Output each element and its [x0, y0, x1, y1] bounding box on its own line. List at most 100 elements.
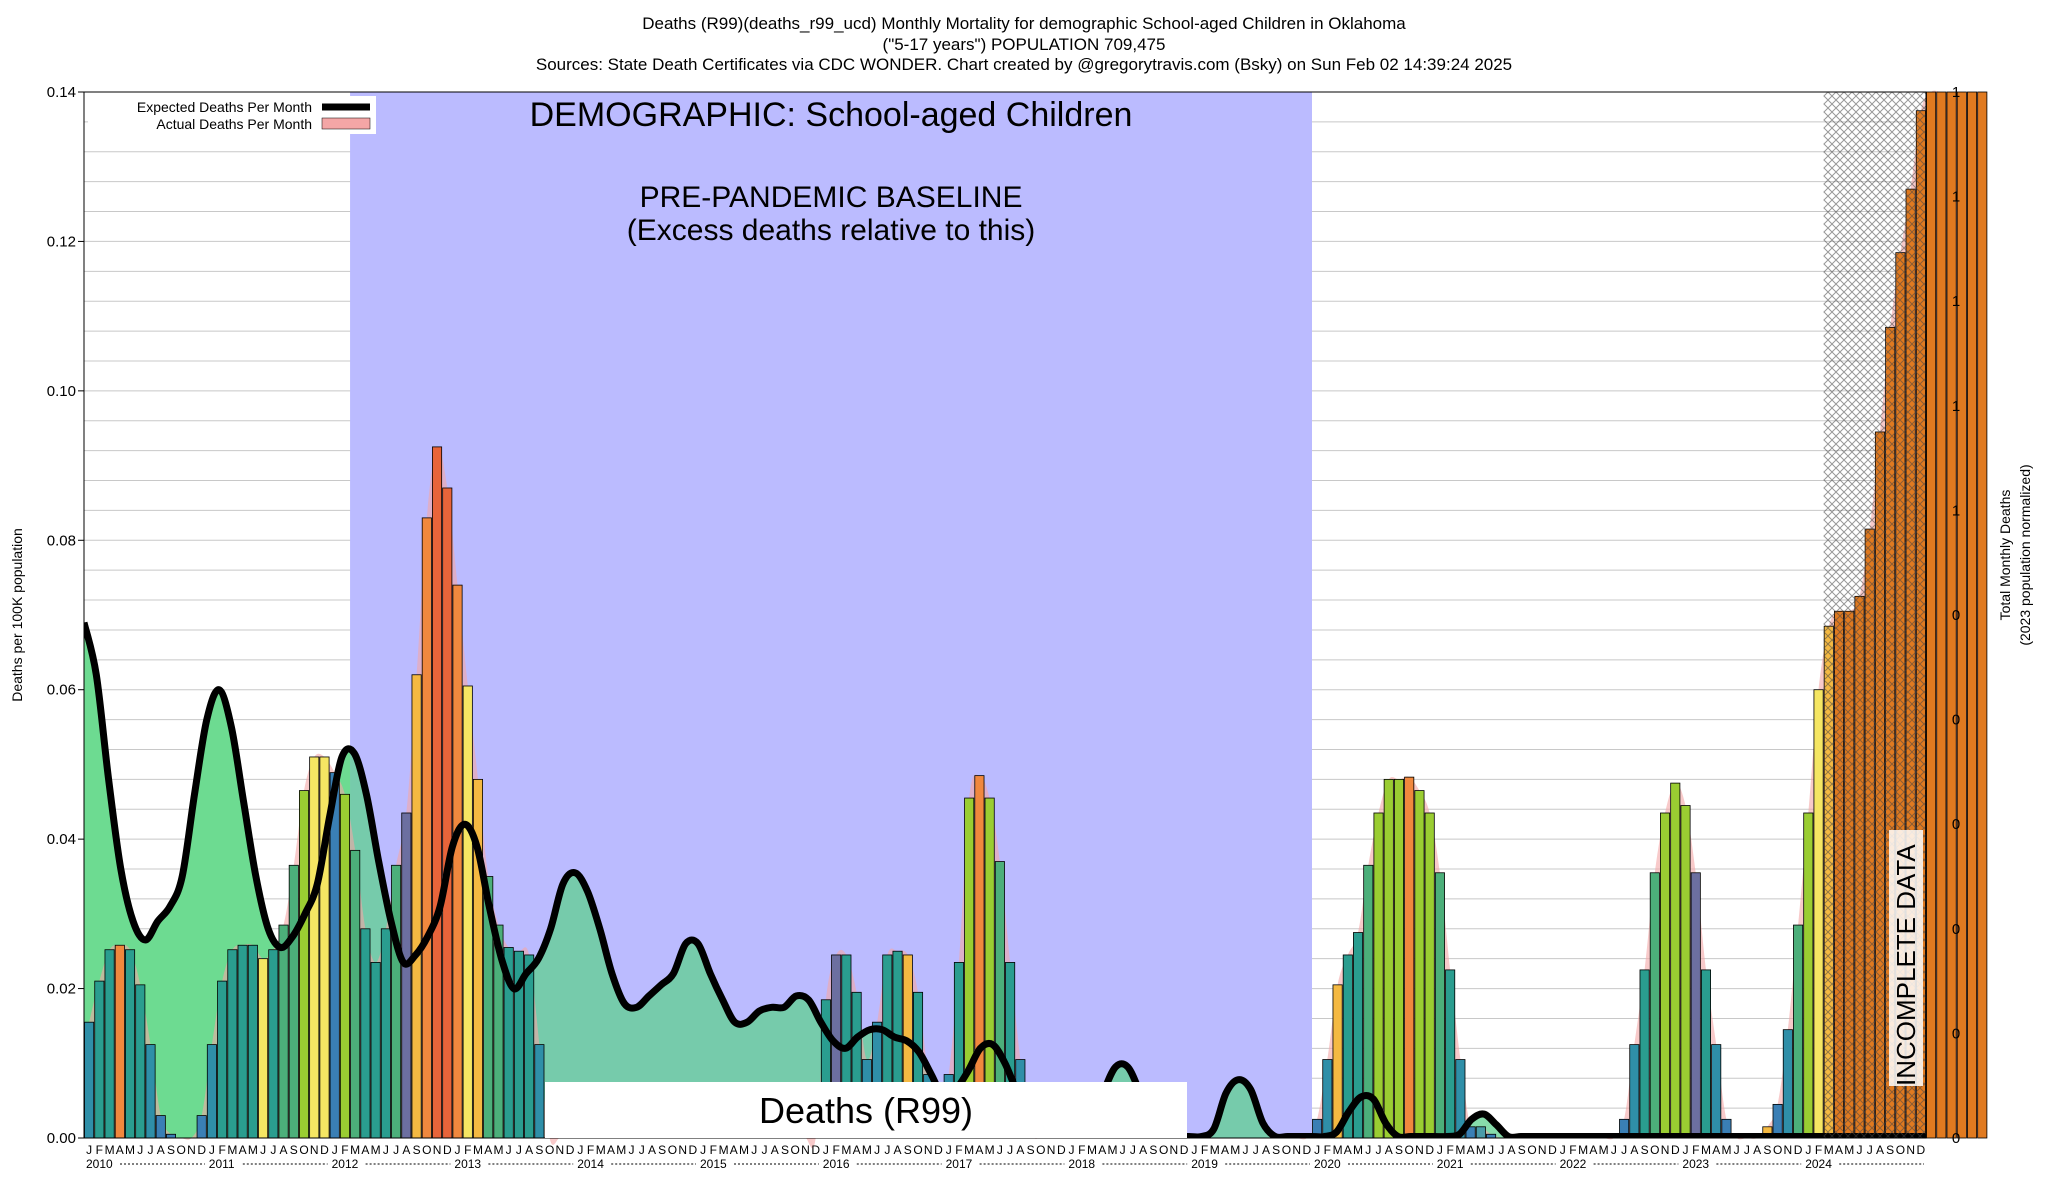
x-month-label: J	[577, 1143, 583, 1157]
x-month-label: N	[1415, 1143, 1424, 1157]
actual-bar	[1680, 805, 1691, 1139]
x-month-label: A	[1344, 1143, 1352, 1157]
y2-tick-label: 1	[1952, 189, 1960, 206]
x-month-label: O	[1527, 1143, 1536, 1157]
x-month-label: J	[1683, 1143, 1689, 1157]
actual-bar	[268, 949, 279, 1139]
x-month-label: N	[1538, 1143, 1547, 1157]
x-year-label: 2015	[700, 1157, 727, 1171]
actual-bar	[1445, 969, 1456, 1139]
x-month-label: M	[719, 1143, 729, 1157]
x-month-label: J	[1191, 1143, 1197, 1157]
x-month-label: S	[904, 1143, 912, 1157]
actual-bar	[1424, 812, 1435, 1139]
x-month-label: D	[1180, 1143, 1189, 1157]
x-month-label: M	[616, 1143, 626, 1157]
demographic-label: DEMOGRAPHIC: School-aged Children	[530, 96, 1133, 134]
x-month-label: S	[290, 1143, 298, 1157]
y2-tick-label: 0	[1952, 921, 1960, 938]
x-month-label: J	[137, 1143, 143, 1157]
x-month-label: A	[1630, 1143, 1638, 1157]
actual-bar	[339, 793, 350, 1139]
x-month-label: J	[516, 1143, 522, 1157]
x-month-label: J	[751, 1143, 757, 1157]
x-month-label: F	[1078, 1143, 1085, 1157]
x-month-label: F	[218, 1143, 225, 1157]
actual-bar	[432, 446, 443, 1139]
y-tick-label: 0.02	[47, 981, 76, 998]
x-month-label: M	[1721, 1143, 1731, 1157]
actual-bar	[1772, 1103, 1783, 1139]
x-year-label: 2020	[1314, 1157, 1341, 1171]
expected-deaths-line	[84, 621, 1926, 1138]
x-year-label: 2018	[1068, 1157, 1095, 1171]
x-month-label: A	[525, 1143, 533, 1157]
x-month-label: J	[332, 1143, 338, 1157]
x-month-label: S	[1518, 1143, 1526, 1157]
x-month-label: M	[862, 1143, 872, 1157]
x-month-label: N	[1170, 1143, 1179, 1157]
x-month-label: D	[197, 1143, 206, 1157]
actual-bar	[1690, 872, 1701, 1139]
x-month-label: F	[710, 1143, 717, 1157]
x-month-label: S	[1395, 1143, 1403, 1157]
x-month-label: D	[689, 1143, 698, 1157]
y-axis-label: Deaths per 100K population	[9, 528, 25, 702]
y-tick-label: 0.10	[47, 383, 76, 400]
y-tick-label: 0.00	[47, 1130, 76, 1147]
x-month-label: A	[1221, 1143, 1229, 1157]
x-month-label: A	[116, 1143, 124, 1157]
actual-bar	[391, 864, 402, 1139]
baseline-title: PRE-PANDEMIC BASELINE	[640, 181, 1023, 214]
x-month-label: M	[105, 1143, 115, 1157]
chart-title-line-1: Deaths (R99)(deaths_r99_ucd) Monthly Mor…	[642, 14, 1406, 33]
y2-tick-label: 1	[1952, 502, 1960, 519]
actual-bar	[401, 812, 412, 1139]
x-month-label: A	[1098, 1143, 1106, 1157]
x-month-label: S	[781, 1143, 789, 1157]
x-month-label: A	[730, 1143, 738, 1157]
x-month-label: A	[1835, 1143, 1843, 1157]
actual-bar	[452, 584, 463, 1139]
x-year-label: 2021	[1437, 1157, 1464, 1171]
x-month-label: F	[832, 1143, 839, 1157]
x-month-label: J	[506, 1143, 512, 1157]
actual-bar	[1373, 812, 1384, 1139]
x-month-label: A	[157, 1143, 165, 1157]
x-month-label: J	[1314, 1143, 1320, 1157]
x-month-label: D	[1794, 1143, 1803, 1157]
x-month-label: O	[177, 1143, 186, 1157]
x-month-label: O	[1036, 1143, 1045, 1157]
x-month-label: J	[455, 1143, 461, 1157]
y2-tick-label: 0	[1952, 1025, 1960, 1042]
x-month-label: J	[1007, 1143, 1013, 1157]
actual-bar	[1486, 1133, 1497, 1139]
actual-bar	[237, 944, 248, 1139]
actual-bar	[1639, 969, 1650, 1139]
y2-tick-label: 0	[1952, 1130, 1960, 1147]
x-month-label: O	[913, 1143, 922, 1157]
actual-bar	[1782, 1029, 1793, 1139]
actual-bar	[1404, 776, 1415, 1139]
x-month-label: F	[1201, 1143, 1208, 1157]
actual-bar	[278, 924, 289, 1139]
expected-line	[84, 621, 1926, 1138]
x-month-label: F	[96, 1143, 103, 1157]
x-month-label: S	[1027, 1143, 1035, 1157]
y2-tick-label: 1	[1952, 84, 1960, 101]
x-month-label: M	[1210, 1143, 1220, 1157]
x-month-label: O	[668, 1143, 677, 1157]
incomplete-label-bg	[1889, 830, 1923, 1086]
x-month-label: J	[823, 1143, 829, 1157]
x-month-label: D	[1303, 1143, 1312, 1157]
x-month-label: N	[678, 1143, 687, 1157]
x-month-label: F	[955, 1143, 962, 1157]
x-month-label: A	[280, 1143, 288, 1157]
x-month-label: O	[1896, 1143, 1905, 1157]
x-month-label: O	[1282, 1143, 1291, 1157]
x-month-label: D	[320, 1143, 329, 1157]
actual-bar	[94, 980, 105, 1139]
actual-bar	[1803, 812, 1814, 1139]
actual-bar	[309, 756, 320, 1139]
